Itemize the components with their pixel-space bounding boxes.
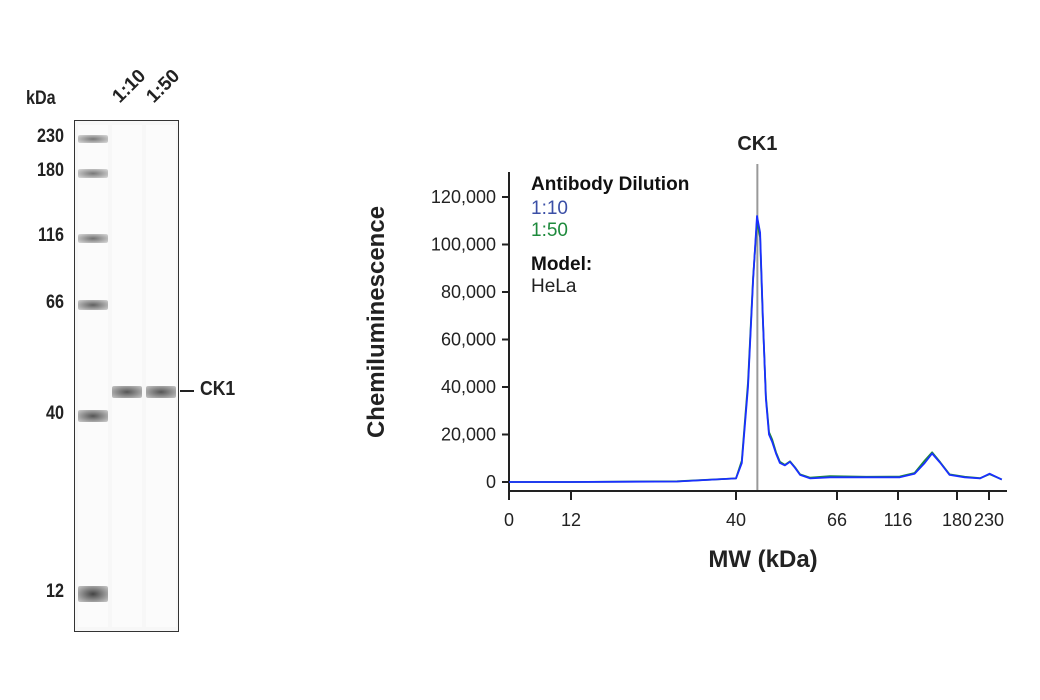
band-pointer-line xyxy=(180,390,194,392)
y-axis-label: Chemiluminescence xyxy=(363,206,390,438)
x-tick-label: 116 xyxy=(884,510,913,530)
marker-label-230: 230 xyxy=(37,126,64,147)
y-tick-label: 100,000 xyxy=(431,235,496,255)
legend-model-title: Model: xyxy=(531,254,592,275)
y-tick-label: 40,000 xyxy=(441,377,496,397)
peak-label: CK1 xyxy=(737,133,777,155)
band-label: CK1 xyxy=(200,378,236,400)
legend-title: Antibody Dilution xyxy=(531,174,689,195)
marker-band xyxy=(78,135,108,143)
x-tick-label: 180 xyxy=(942,510,972,530)
y-tick-label: 60,000 xyxy=(441,330,496,350)
ladder-lane xyxy=(78,125,108,627)
ck1-band xyxy=(146,386,176,398)
marker-band xyxy=(78,300,108,310)
x-tick-label: 40 xyxy=(726,510,746,530)
x-tick-label: 0 xyxy=(504,510,514,530)
legend-model-value: HeLa xyxy=(531,276,577,297)
legend-entry: 1:50 xyxy=(531,220,568,241)
marker-label-116: 116 xyxy=(37,225,64,246)
sample-lane-2 xyxy=(146,125,176,627)
marker-label-12: 12 xyxy=(46,581,64,602)
y-tick-label: 20,000 xyxy=(441,425,496,445)
marker-label-40: 40 xyxy=(46,403,64,424)
y-tick-label: 80,000 xyxy=(441,282,496,302)
marker-label-180: 180 xyxy=(37,160,64,181)
kda-label: kDa xyxy=(26,88,56,109)
marker-band xyxy=(78,169,108,178)
marker-band xyxy=(78,410,108,422)
ck1-band xyxy=(112,386,142,398)
blot-image xyxy=(74,120,179,632)
y-tick-label: 0 xyxy=(486,472,496,492)
sample-lane-1 xyxy=(112,125,142,627)
marker-band xyxy=(78,586,108,602)
x-axis-label: MW (kDa) xyxy=(708,546,817,573)
y-tick-label: 120,000 xyxy=(431,187,496,207)
series-line-1-10 xyxy=(509,215,1003,483)
x-tick-label: 66 xyxy=(827,510,847,530)
x-tick-label: 230 xyxy=(974,510,1004,530)
marker-band xyxy=(78,234,108,243)
marker-label-66: 66 xyxy=(46,292,64,313)
legend-entry: 1:10 xyxy=(531,198,568,219)
x-tick-label: 12 xyxy=(561,510,581,530)
